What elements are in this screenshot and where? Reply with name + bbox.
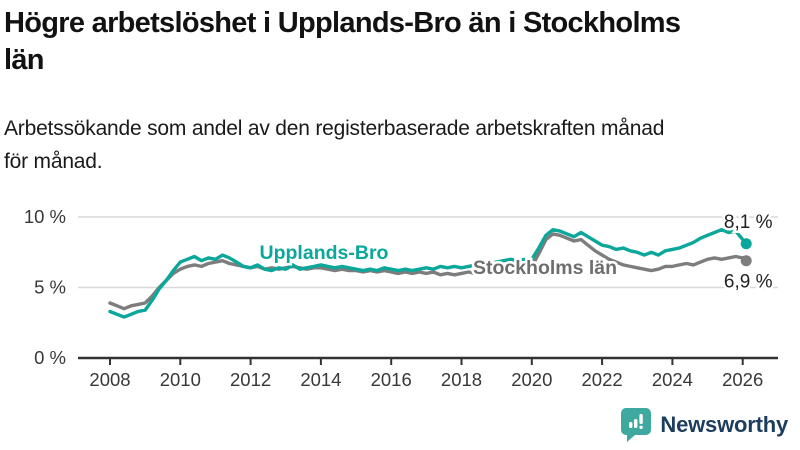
newsworthy-logo-text: Newsworthy [660, 412, 788, 437]
y-tick-label: 5 % [34, 277, 66, 298]
y-tick-label: 10 % [24, 206, 66, 227]
series-line-upplands-bro [108, 228, 748, 319]
end-value-label: 6,9 % [724, 272, 773, 293]
chart-subtitle-line-1: Arbetssökande som andel av den registerb… [4, 117, 665, 140]
x-tick-label: 2024 [652, 369, 693, 390]
page-title: Högre arbetslöshet i Upplands-Bro än i S… [4, 5, 796, 79]
page-title-line-1: Högre arbetslöshet i Upplands-Bro än i S… [4, 7, 681, 39]
x-tick-label: 2012 [230, 369, 271, 390]
x-tick-label: 2010 [160, 369, 201, 390]
bar-chart-bar-medium [634, 419, 638, 428]
y-tick-label: 0 % [34, 347, 66, 368]
x-tick-label: 2008 [89, 369, 130, 390]
x-tick-label: 2020 [511, 369, 552, 390]
newsworthy-logo-icon [621, 408, 652, 442]
page-title-line-2: län [4, 44, 45, 76]
end-dot-stockholms-l-n [740, 255, 752, 267]
chart-subtitle: Arbetssökande som andel av den registerb… [4, 112, 794, 178]
series-line-stockholms-l-n [108, 232, 748, 311]
x-tick-label: 2014 [300, 369, 341, 390]
x-tick-label: 2026 [722, 369, 763, 390]
exclamation-dot [639, 425, 644, 429]
series-label-upplands-bro: Upplands-Bro [260, 242, 389, 264]
chart-subtitle-line-2: för månad. [4, 150, 103, 173]
series-label-stockholms-l-n: Stockholms län [473, 257, 617, 279]
x-tick-label: 2016 [371, 369, 412, 390]
exclamation-bar [639, 414, 644, 424]
end-dot-upplands-bro [740, 238, 752, 250]
end-value-label: 8,1 % [724, 212, 773, 233]
newsworthy-logo[interactable]: Newsworthy [621, 407, 788, 443]
bar-chart-bar-small [629, 422, 633, 428]
unemployment-line-chart: 0 % 5 % 10 % 2008 2010 2012 2014 2016 2018 2020 20… [24, 206, 778, 390]
x-tick-label: 2022 [582, 369, 623, 390]
x-tick-label: 2018 [441, 369, 482, 390]
